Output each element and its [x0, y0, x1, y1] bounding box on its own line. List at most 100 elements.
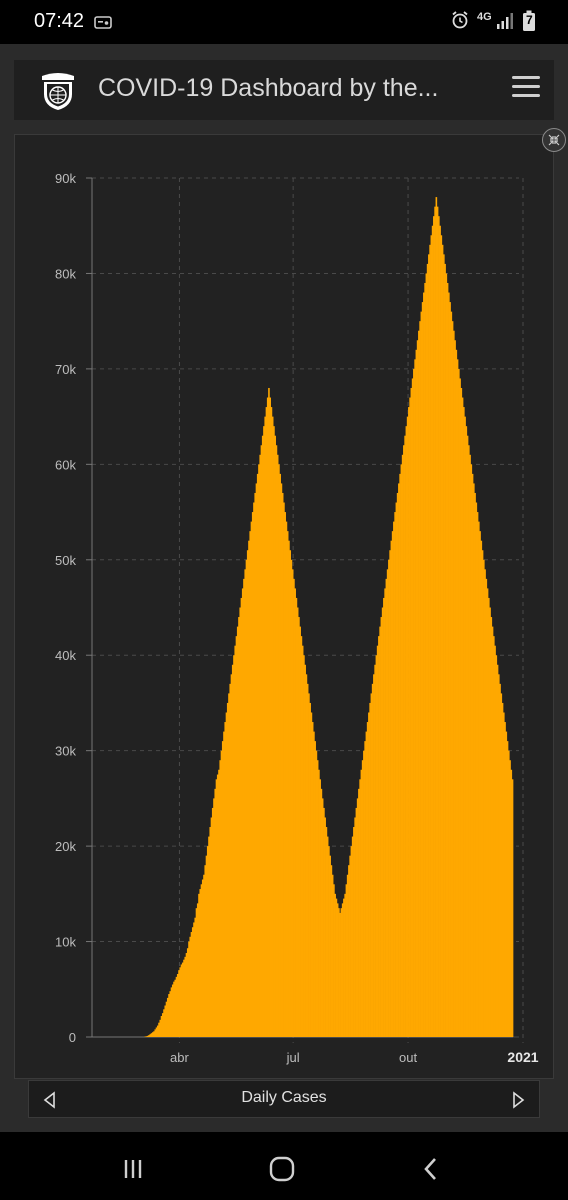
bar [313, 731, 315, 1037]
bar [480, 540, 483, 1037]
bar [496, 664, 499, 1037]
bar [155, 1027, 158, 1037]
network-type: 4G [477, 11, 492, 23]
bar [384, 588, 386, 1037]
daily-cases-chart: 0 10k 20k 30k 40k 50k 60k 70k 80k 90k abr jul out 202… [55, 171, 539, 1065]
triangle-left-icon[interactable] [41, 1091, 59, 1109]
battery-level: 7 [526, 13, 533, 27]
bar [508, 750, 510, 1037]
bar [276, 454, 279, 1037]
bar [374, 664, 376, 1037]
bar [484, 569, 486, 1037]
bar [344, 893, 346, 1037]
y-tick-label: 30k [55, 744, 76, 759]
triangle-right-icon[interactable] [509, 1091, 527, 1109]
bar [250, 521, 253, 1037]
bar [184, 956, 187, 1037]
y-tick-label: 40k [55, 648, 76, 663]
bar [385, 578, 388, 1037]
bar [320, 788, 323, 1037]
bar [173, 981, 175, 1037]
bar [473, 483, 475, 1037]
bar [433, 216, 435, 1037]
bar [321, 798, 324, 1037]
android-nav-bar [0, 1134, 568, 1200]
back-icon[interactable] [416, 1154, 446, 1184]
bar [400, 464, 403, 1037]
bar [339, 912, 341, 1037]
bar [505, 731, 508, 1037]
bar [303, 655, 305, 1037]
bar [248, 540, 250, 1037]
bar [156, 1025, 159, 1037]
bar [163, 1009, 165, 1037]
bar [464, 416, 466, 1038]
bar [300, 636, 303, 1037]
bar [366, 722, 369, 1037]
bar [345, 884, 348, 1037]
bar [438, 216, 440, 1037]
bar [360, 769, 363, 1037]
bar [405, 426, 408, 1038]
bar [203, 874, 205, 1037]
bar [315, 750, 318, 1037]
bar [246, 550, 249, 1037]
bar [296, 607, 299, 1037]
bar [490, 617, 493, 1037]
recent-apps-icon[interactable] [118, 1154, 148, 1184]
x-tick-label: out [399, 1050, 417, 1065]
bar [318, 769, 320, 1037]
bar [378, 636, 380, 1037]
bar [451, 321, 454, 1037]
battery-icon [523, 10, 535, 31]
bar [434, 206, 436, 1038]
bar [346, 874, 349, 1037]
bar [153, 1031, 155, 1037]
bar [304, 664, 306, 1037]
x-tick-label: jul [286, 1050, 300, 1065]
bar [273, 426, 275, 1038]
bar [291, 569, 294, 1037]
bar [196, 903, 199, 1037]
bar [350, 846, 353, 1037]
bar [509, 760, 511, 1037]
bar [166, 997, 169, 1037]
bar [488, 597, 490, 1037]
bar [423, 292, 425, 1037]
bar [470, 464, 473, 1037]
hamburger-menu-icon[interactable] [512, 74, 540, 100]
bar [270, 407, 273, 1038]
bar [416, 340, 419, 1037]
bar [238, 617, 240, 1037]
bar [233, 655, 235, 1037]
bar [278, 464, 280, 1037]
bar [319, 779, 321, 1037]
bar [458, 368, 460, 1037]
bar [274, 435, 276, 1037]
home-icon[interactable] [267, 1154, 297, 1184]
bar [201, 879, 204, 1037]
bar [355, 807, 358, 1037]
bar [295, 597, 298, 1037]
bar [399, 473, 401, 1037]
bar [409, 397, 411, 1037]
bar [226, 702, 229, 1037]
bar [168, 994, 170, 1037]
bar [245, 559, 248, 1037]
bar [398, 483, 400, 1037]
bar [183, 959, 185, 1037]
collapse-arrows-icon[interactable] [542, 128, 566, 152]
bar [364, 741, 366, 1037]
bar [338, 908, 340, 1037]
bar [448, 292, 450, 1037]
bar [486, 588, 489, 1037]
bar [368, 712, 370, 1037]
bar [429, 244, 431, 1038]
bar [356, 798, 359, 1037]
bar [160, 1016, 163, 1037]
bar [415, 349, 418, 1037]
bar [353, 827, 355, 1037]
bar [148, 1035, 150, 1037]
chart-label: Daily Cases [241, 1089, 327, 1106]
bar [503, 712, 505, 1037]
